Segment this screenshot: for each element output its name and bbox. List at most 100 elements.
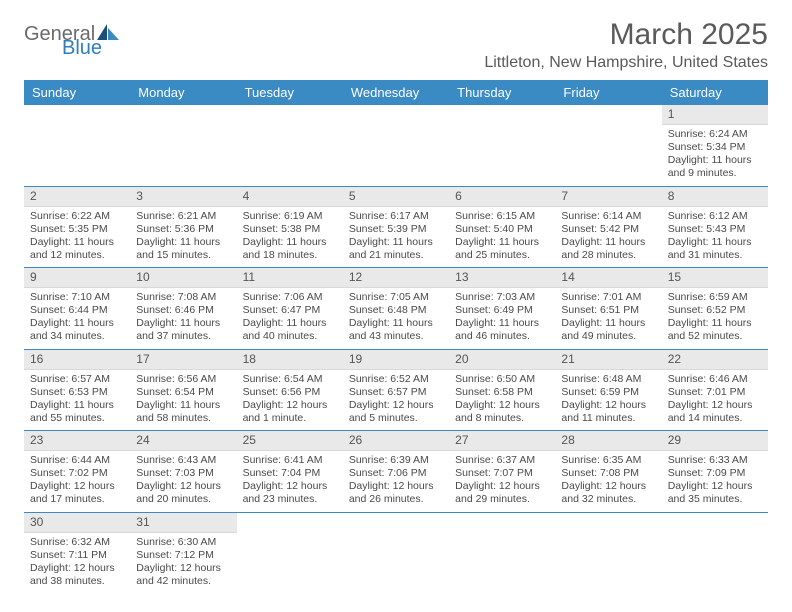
- daylight-line: Daylight: 12 hours and 29 minutes.: [455, 480, 549, 506]
- sunrise-line: Sunrise: 6:43 AM: [136, 454, 230, 467]
- sunset-line: Sunset: 6:52 PM: [668, 304, 762, 317]
- date-number: 20: [449, 350, 555, 370]
- daylight-line: Daylight: 12 hours and 14 minutes.: [668, 399, 762, 425]
- day-cell: 26Sunrise: 6:39 AMSunset: 7:06 PMDayligh…: [343, 431, 449, 512]
- date-number: 31: [130, 513, 236, 533]
- date-number: 29: [662, 431, 768, 451]
- day-details: Sunrise: 6:41 AMSunset: 7:04 PMDaylight:…: [237, 451, 343, 512]
- date-number: 7: [555, 187, 661, 207]
- day-details: Sunrise: 7:05 AMSunset: 6:48 PMDaylight:…: [343, 288, 449, 349]
- day-cell: 20Sunrise: 6:50 AMSunset: 6:58 PMDayligh…: [449, 350, 555, 431]
- header: General Blue March 2025 Littleton, New H…: [24, 18, 768, 72]
- day-details: Sunrise: 6:39 AMSunset: 7:06 PMDaylight:…: [343, 451, 449, 512]
- sunset-line: Sunset: 6:46 PM: [136, 304, 230, 317]
- daylight-line: Daylight: 11 hours and 52 minutes.: [668, 317, 762, 343]
- day-details: Sunrise: 6:17 AMSunset: 5:39 PMDaylight:…: [343, 207, 449, 268]
- day-cell: 19Sunrise: 6:52 AMSunset: 6:57 PMDayligh…: [343, 350, 449, 431]
- sunset-line: Sunset: 6:53 PM: [30, 386, 124, 399]
- day-details: Sunrise: 6:43 AMSunset: 7:03 PMDaylight:…: [130, 451, 236, 512]
- sunset-line: Sunset: 7:11 PM: [30, 549, 124, 562]
- day-details: Sunrise: 6:21 AMSunset: 5:36 PMDaylight:…: [130, 207, 236, 268]
- date-number: 2: [24, 187, 130, 207]
- day-cell: 17Sunrise: 6:56 AMSunset: 6:54 PMDayligh…: [130, 350, 236, 431]
- day-cell: 2Sunrise: 6:22 AMSunset: 5:35 PMDaylight…: [24, 187, 130, 268]
- sunset-line: Sunset: 7:07 PM: [455, 467, 549, 480]
- daylight-line: Daylight: 11 hours and 43 minutes.: [349, 317, 443, 343]
- sunrise-line: Sunrise: 6:14 AM: [561, 210, 655, 223]
- sunset-line: Sunset: 6:47 PM: [243, 304, 337, 317]
- sunrise-line: Sunrise: 7:05 AM: [349, 291, 443, 304]
- date-number: 9: [24, 268, 130, 288]
- daylight-line: Daylight: 12 hours and 5 minutes.: [349, 399, 443, 425]
- daylight-line: Daylight: 11 hours and 34 minutes.: [30, 317, 124, 343]
- day-details: Sunrise: 6:52 AMSunset: 6:57 PMDaylight:…: [343, 370, 449, 431]
- day-cell: 28Sunrise: 6:35 AMSunset: 7:08 PMDayligh…: [555, 431, 661, 512]
- day-details: Sunrise: 7:03 AMSunset: 6:49 PMDaylight:…: [449, 288, 555, 349]
- sunset-line: Sunset: 5:34 PM: [668, 141, 762, 154]
- day-details: Sunrise: 6:30 AMSunset: 7:12 PMDaylight:…: [130, 533, 236, 594]
- empty-cell: [449, 513, 555, 594]
- sunrise-line: Sunrise: 6:33 AM: [668, 454, 762, 467]
- daylight-line: Daylight: 12 hours and 17 minutes.: [30, 480, 124, 506]
- date-number: 25: [237, 431, 343, 451]
- sunrise-line: Sunrise: 6:54 AM: [243, 373, 337, 386]
- day-details: Sunrise: 6:33 AMSunset: 7:09 PMDaylight:…: [662, 451, 768, 512]
- sunset-line: Sunset: 5:42 PM: [561, 223, 655, 236]
- day-details: Sunrise: 6:22 AMSunset: 5:35 PMDaylight:…: [24, 207, 130, 268]
- sunrise-line: Sunrise: 7:08 AM: [136, 291, 230, 304]
- day-details: Sunrise: 6:50 AMSunset: 6:58 PMDaylight:…: [449, 370, 555, 431]
- date-number: 16: [24, 350, 130, 370]
- day-details: Sunrise: 6:12 AMSunset: 5:43 PMDaylight:…: [662, 207, 768, 268]
- day-cell: 3Sunrise: 6:21 AMSunset: 5:36 PMDaylight…: [130, 187, 236, 268]
- date-number: 21: [555, 350, 661, 370]
- sunrise-line: Sunrise: 6:30 AM: [136, 536, 230, 549]
- day-details: Sunrise: 6:59 AMSunset: 6:52 PMDaylight:…: [662, 288, 768, 349]
- day-header-thursday: Thursday: [449, 80, 555, 105]
- sunset-line: Sunset: 6:48 PM: [349, 304, 443, 317]
- sunrise-line: Sunrise: 6:46 AM: [668, 373, 762, 386]
- sunrise-line: Sunrise: 6:59 AM: [668, 291, 762, 304]
- day-cell: 29Sunrise: 6:33 AMSunset: 7:09 PMDayligh…: [662, 431, 768, 512]
- daylight-line: Daylight: 11 hours and 46 minutes.: [455, 317, 549, 343]
- logo-text: General Blue: [24, 24, 119, 57]
- sunset-line: Sunset: 6:58 PM: [455, 386, 549, 399]
- day-cell: 31Sunrise: 6:30 AMSunset: 7:12 PMDayligh…: [130, 513, 236, 594]
- empty-cell: [130, 105, 236, 186]
- day-cell: 30Sunrise: 6:32 AMSunset: 7:11 PMDayligh…: [24, 513, 130, 594]
- empty-cell: [662, 513, 768, 594]
- date-number: 12: [343, 268, 449, 288]
- week-row: 1Sunrise: 6:24 AMSunset: 5:34 PMDaylight…: [24, 105, 768, 187]
- day-cell: 23Sunrise: 6:44 AMSunset: 7:02 PMDayligh…: [24, 431, 130, 512]
- date-number: 3: [130, 187, 236, 207]
- daylight-line: Daylight: 11 hours and 18 minutes.: [243, 236, 337, 262]
- sunrise-line: Sunrise: 6:52 AM: [349, 373, 443, 386]
- sunrise-line: Sunrise: 6:22 AM: [30, 210, 124, 223]
- day-cell: 13Sunrise: 7:03 AMSunset: 6:49 PMDayligh…: [449, 268, 555, 349]
- date-number: 11: [237, 268, 343, 288]
- month-title: March 2025: [484, 18, 768, 52]
- sunset-line: Sunset: 7:12 PM: [136, 549, 230, 562]
- day-cell: 18Sunrise: 6:54 AMSunset: 6:56 PMDayligh…: [237, 350, 343, 431]
- day-cell: 4Sunrise: 6:19 AMSunset: 5:38 PMDaylight…: [237, 187, 343, 268]
- day-cell: 7Sunrise: 6:14 AMSunset: 5:42 PMDaylight…: [555, 187, 661, 268]
- day-header-friday: Friday: [555, 80, 661, 105]
- day-cell: 10Sunrise: 7:08 AMSunset: 6:46 PMDayligh…: [130, 268, 236, 349]
- empty-cell: [24, 105, 130, 186]
- day-details: Sunrise: 6:19 AMSunset: 5:38 PMDaylight:…: [237, 207, 343, 268]
- daylight-line: Daylight: 12 hours and 35 minutes.: [668, 480, 762, 506]
- title-block: March 2025 Littleton, New Hampshire, Uni…: [484, 18, 768, 72]
- date-number: 15: [662, 268, 768, 288]
- week-row: 23Sunrise: 6:44 AMSunset: 7:02 PMDayligh…: [24, 431, 768, 513]
- empty-cell: [555, 513, 661, 594]
- sunset-line: Sunset: 6:51 PM: [561, 304, 655, 317]
- day-details: Sunrise: 7:10 AMSunset: 6:44 PMDaylight:…: [24, 288, 130, 349]
- day-header-wednesday: Wednesday: [343, 80, 449, 105]
- sunset-line: Sunset: 5:36 PM: [136, 223, 230, 236]
- sunset-line: Sunset: 6:57 PM: [349, 386, 443, 399]
- sunrise-line: Sunrise: 6:56 AM: [136, 373, 230, 386]
- day-details: Sunrise: 6:32 AMSunset: 7:11 PMDaylight:…: [24, 533, 130, 594]
- sunset-line: Sunset: 5:39 PM: [349, 223, 443, 236]
- sunset-line: Sunset: 6:56 PM: [243, 386, 337, 399]
- sunrise-line: Sunrise: 6:44 AM: [30, 454, 124, 467]
- sunset-line: Sunset: 5:35 PM: [30, 223, 124, 236]
